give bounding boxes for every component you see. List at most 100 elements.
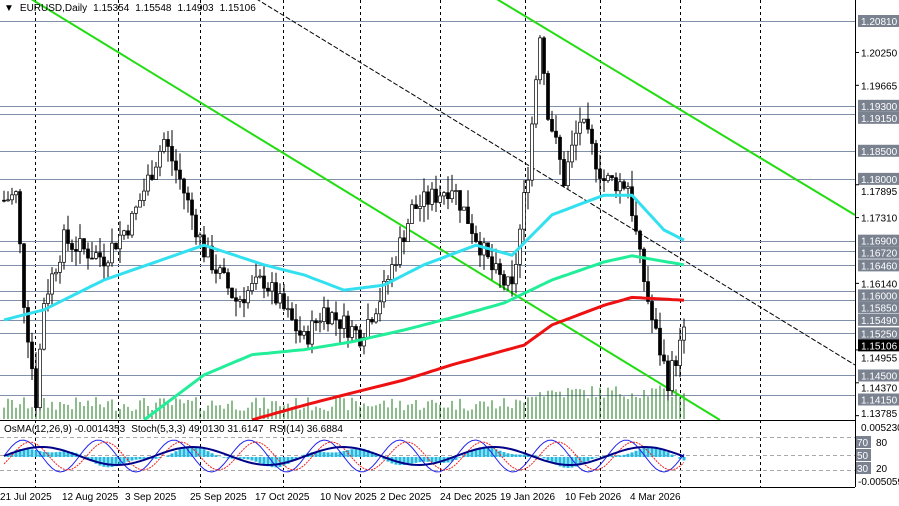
level-label-bg — [858, 289, 899, 302]
candle-body — [58, 261, 62, 273]
candle-body — [298, 330, 302, 336]
candle-body — [650, 301, 654, 321]
candle-body — [286, 308, 290, 311]
candle-body — [146, 174, 150, 192]
candle-body — [42, 303, 46, 350]
candle-body — [22, 243, 26, 308]
candle-body — [122, 230, 126, 236]
candle-body — [130, 212, 134, 236]
candle-body — [382, 280, 386, 303]
candle-body — [250, 283, 254, 292]
candle-body — [454, 190, 458, 192]
level-label-bg — [858, 369, 899, 382]
candle-body — [194, 214, 198, 238]
candle-body — [558, 136, 562, 160]
level-label-bg — [858, 99, 899, 112]
candle-body — [502, 274, 506, 286]
volume-bars — [3, 385, 685, 419]
date-label: 2 Dec 2025 — [380, 492, 432, 503]
candle-body — [274, 282, 278, 304]
candle-body — [462, 206, 466, 211]
candle-body — [178, 169, 182, 180]
candle-body — [70, 243, 74, 250]
dropdown-triangle-icon[interactable]: ▼ — [4, 3, 14, 14]
candle-body — [614, 177, 618, 192]
price-tick-label: 1.14370 — [861, 383, 898, 394]
candle-body — [258, 275, 262, 278]
candle-body — [238, 299, 242, 302]
candle-body — [26, 307, 30, 343]
candle-body — [154, 166, 158, 180]
indicator-axis: 0.005230 80 20 70 50 30 -0.005059 — [856, 423, 899, 488]
candle-body — [162, 139, 166, 152]
level-label: 1.16000 — [861, 291, 898, 302]
ma-fast-line — [3, 193, 685, 322]
candle-body — [138, 200, 142, 208]
candle-body — [506, 276, 510, 286]
current-price-label: 1.15106 — [861, 341, 898, 352]
level-label: 1.19150 — [861, 114, 898, 125]
candle-body — [606, 175, 610, 181]
candle-body — [38, 348, 42, 408]
candle-body — [478, 241, 482, 256]
level-label: 1.14150 — [861, 395, 898, 406]
level-label-bg — [858, 144, 899, 157]
candle-body — [554, 130, 558, 138]
level-label-bg — [858, 234, 899, 247]
level-label-bg — [858, 172, 899, 185]
candle-body — [430, 188, 434, 205]
level-label: 1.16900 — [861, 237, 898, 248]
candle-body — [186, 192, 190, 201]
candle-body — [330, 312, 334, 325]
candle-body — [362, 337, 366, 347]
level-label-bg — [858, 313, 899, 326]
candle-body — [498, 263, 502, 275]
candle-body — [474, 233, 478, 242]
candle-body — [210, 245, 214, 271]
date-label: 19 Jan 2026 — [500, 492, 555, 503]
candle-body — [278, 293, 282, 304]
candle-body — [270, 282, 274, 292]
candle-body — [110, 242, 114, 264]
candle-body — [322, 307, 326, 322]
candle-body — [326, 307, 330, 325]
candle-body — [514, 264, 518, 285]
candle-body — [86, 248, 90, 259]
candle-body — [654, 319, 658, 329]
candle-body — [530, 123, 534, 181]
candle-body — [14, 191, 18, 196]
candle-body — [370, 319, 374, 323]
candle-body — [46, 293, 50, 304]
trend-line-upper[interactable] — [490, 0, 856, 216]
candle-body — [358, 329, 362, 347]
candle-body — [550, 119, 554, 132]
trend-line-lower[interactable] — [0, 0, 721, 421]
candle-body — [630, 186, 634, 217]
candle-body — [174, 160, 178, 171]
candle-body — [30, 341, 34, 370]
candle-body — [226, 272, 230, 289]
candle-body — [442, 192, 446, 197]
candle-body — [522, 192, 526, 230]
ma-slow-line — [251, 295, 685, 422]
candle-body — [66, 229, 70, 244]
candle-body — [546, 73, 550, 120]
level-label: 1.18000 — [861, 175, 898, 186]
candle-body — [34, 368, 38, 408]
candle-body — [678, 339, 682, 366]
candle-body — [618, 181, 622, 192]
trend-line-dashed[interactable] — [250, 0, 856, 366]
candle-body — [158, 151, 162, 168]
osc-level-label: 30 — [857, 464, 869, 475]
candle-body — [598, 168, 602, 179]
level-label-bg — [858, 327, 899, 340]
candle-body — [354, 326, 358, 331]
candle-body — [94, 252, 98, 259]
stoch-label: Stoch(5,3,3) 49.0130 31.6147 — [131, 424, 264, 435]
candle-body — [434, 188, 438, 203]
candle-body — [466, 206, 470, 224]
candle-body — [18, 191, 22, 245]
candle-body — [134, 206, 138, 214]
candle-body — [290, 308, 294, 320]
